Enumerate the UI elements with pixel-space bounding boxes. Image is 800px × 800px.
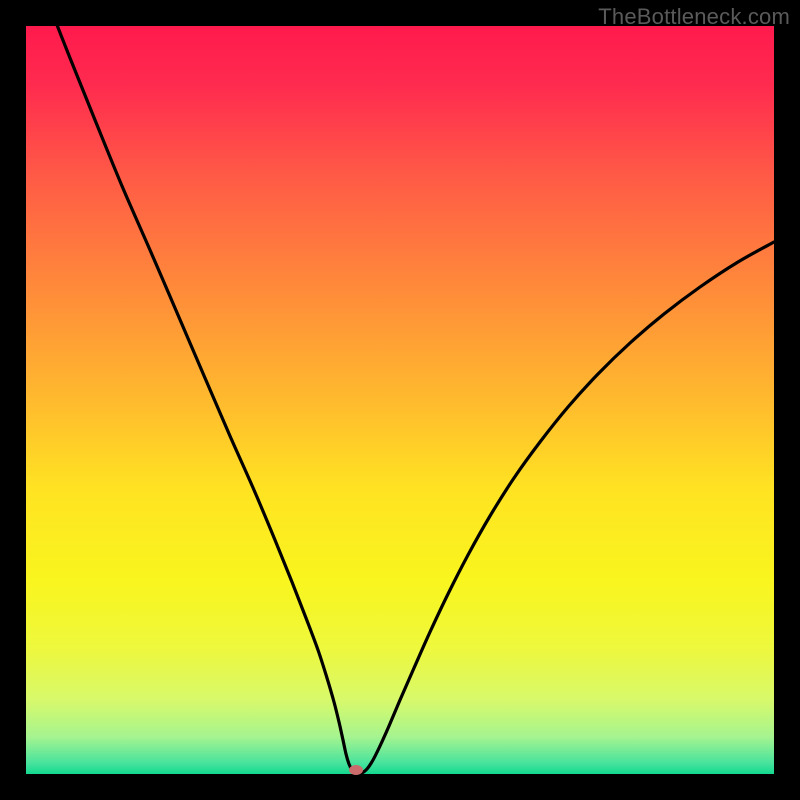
chart-svg (0, 0, 800, 800)
bottleneck-chart: TheBottleneck.com (0, 0, 800, 800)
minimum-marker (349, 765, 363, 775)
watermark-text: TheBottleneck.com (598, 4, 790, 30)
chart-background (26, 26, 774, 774)
